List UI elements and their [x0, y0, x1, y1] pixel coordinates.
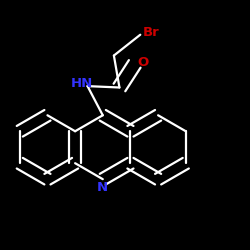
Text: Br: Br	[143, 26, 160, 39]
Text: HN: HN	[70, 78, 92, 90]
Text: O: O	[137, 56, 148, 69]
Text: N: N	[97, 181, 108, 194]
